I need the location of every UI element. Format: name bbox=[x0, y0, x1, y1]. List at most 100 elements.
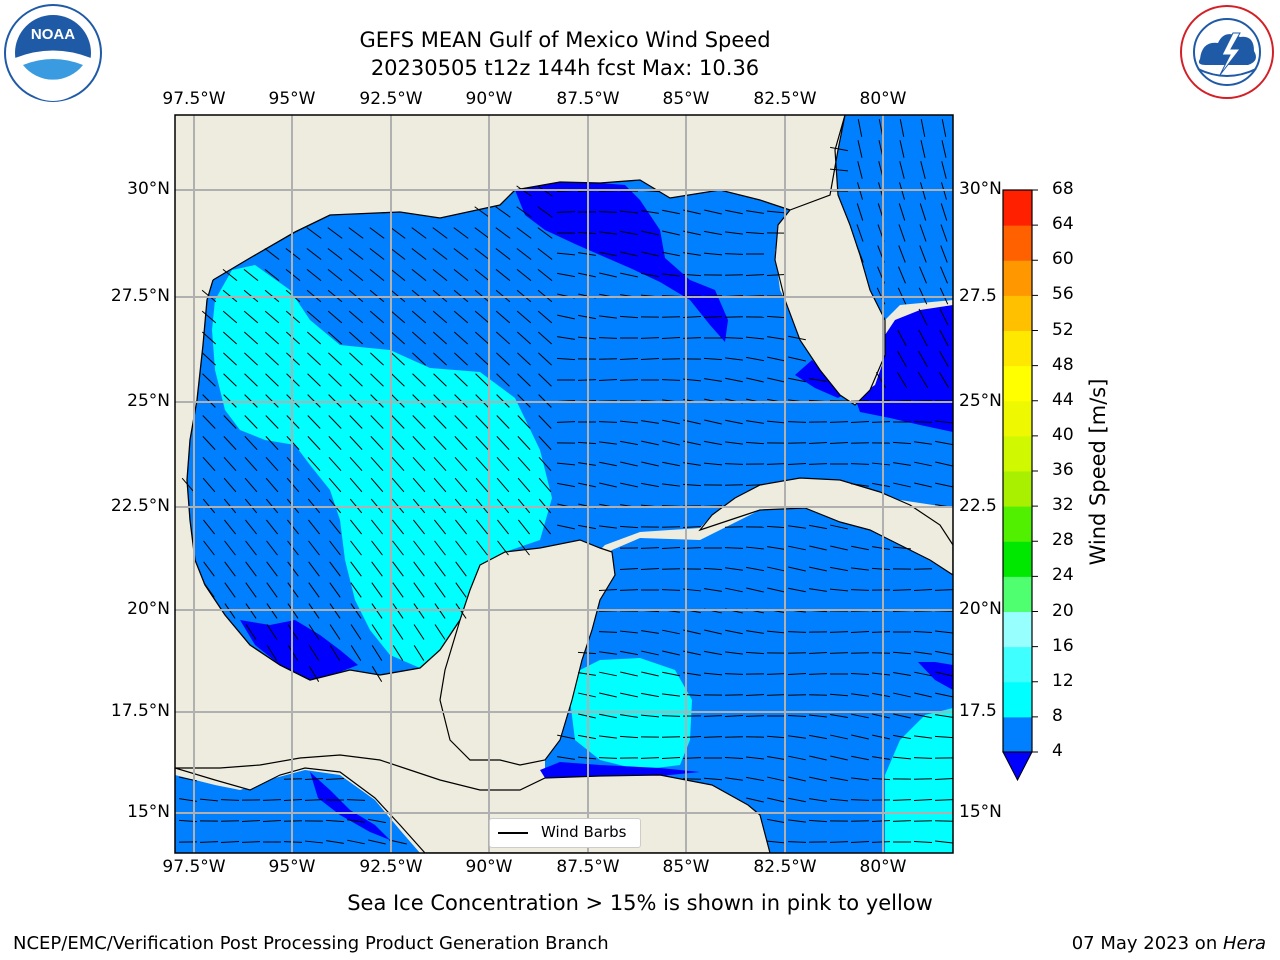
wind-barb bbox=[871, 462, 891, 466]
wind-barb bbox=[829, 798, 849, 802]
wind-barb bbox=[199, 798, 219, 802]
wind-barb bbox=[243, 331, 259, 345]
coastline bbox=[186, 279, 461, 681]
wind-barb bbox=[809, 378, 827, 382]
colorbar-segment bbox=[1003, 611, 1032, 648]
wind-barb bbox=[767, 587, 785, 593]
wind-barb bbox=[940, 266, 948, 284]
wind-barb bbox=[496, 456, 510, 472]
wind-barb bbox=[898, 224, 906, 242]
wind-barb bbox=[223, 373, 237, 387]
wind-barb bbox=[913, 757, 933, 759]
wind-barb bbox=[641, 692, 659, 698]
wind-barb bbox=[767, 356, 785, 362]
wind-barb bbox=[704, 650, 722, 656]
lon-label-bottom: 95°W bbox=[268, 857, 316, 877]
wind-barb bbox=[872, 734, 890, 740]
wind-barb bbox=[892, 799, 912, 801]
wind-barb bbox=[557, 272, 575, 278]
lon-label-bottom: 92.5°W bbox=[359, 857, 423, 877]
wind-barb bbox=[495, 310, 511, 324]
wind-barb bbox=[724, 673, 744, 675]
wind-barb bbox=[746, 356, 764, 362]
wind-barb bbox=[619, 358, 639, 360]
wind-barb bbox=[371, 624, 383, 640]
wind-barb bbox=[264, 310, 280, 324]
wind-barb bbox=[369, 227, 385, 239]
wind-barb bbox=[454, 373, 468, 387]
wind-barb bbox=[829, 652, 849, 654]
colorbar-tick-label: 8 bbox=[1052, 705, 1063, 726]
wind-barb bbox=[368, 839, 386, 845]
lat-label-left: 20°N bbox=[127, 599, 170, 619]
wind-barb bbox=[599, 692, 617, 698]
wind-barb bbox=[497, 540, 509, 556]
wind-barb bbox=[745, 441, 765, 445]
wind-barb bbox=[454, 352, 468, 366]
wind-barb bbox=[914, 713, 932, 719]
wind-barb bbox=[433, 436, 447, 450]
wind-barb bbox=[619, 420, 639, 424]
wind-barb bbox=[829, 168, 849, 172]
wind-barb bbox=[745, 756, 765, 760]
wind-barb bbox=[266, 624, 278, 640]
wind-barb bbox=[307, 477, 321, 493]
wind-barb bbox=[703, 357, 723, 361]
wind-barb bbox=[899, 140, 905, 158]
wind-barb bbox=[920, 119, 926, 137]
wind-barb bbox=[619, 735, 639, 739]
wind-barb bbox=[703, 715, 723, 717]
wind-barb bbox=[620, 692, 638, 698]
wind-barb bbox=[809, 588, 827, 592]
lat-label-right: 27.5 bbox=[959, 286, 997, 306]
wind-barb bbox=[370, 373, 384, 387]
wind-barb bbox=[892, 441, 912, 445]
wind-barb bbox=[517, 373, 531, 387]
wind-barb bbox=[496, 352, 510, 366]
wind-barb bbox=[411, 248, 427, 260]
wind-barb bbox=[641, 440, 659, 446]
svg-text:NOAA: NOAA bbox=[31, 26, 75, 43]
wind-barb bbox=[641, 630, 659, 634]
wind-barb bbox=[787, 715, 807, 717]
wind-barb bbox=[244, 519, 258, 535]
wind-barb bbox=[598, 631, 618, 633]
wind-barb bbox=[517, 519, 531, 535]
wind-barb bbox=[350, 582, 362, 598]
colorbar-under-extension bbox=[1002, 751, 1033, 782]
florida-land bbox=[774, 115, 886, 406]
wind-barb bbox=[893, 713, 911, 719]
wind-barb bbox=[745, 694, 765, 696]
wind-barb bbox=[599, 482, 617, 488]
wind-barb bbox=[620, 482, 638, 488]
wind-barb bbox=[935, 482, 953, 488]
wind-barb bbox=[703, 736, 723, 738]
wind-barb bbox=[787, 421, 807, 423]
colorbar bbox=[1002, 189, 1038, 782]
colorbar-segment bbox=[1003, 506, 1032, 542]
wind-barb bbox=[850, 841, 870, 843]
wind-barb bbox=[433, 477, 447, 493]
wind-barb bbox=[202, 352, 216, 366]
wind-barb bbox=[850, 589, 870, 591]
wind-barb bbox=[474, 310, 490, 324]
wind-barb bbox=[325, 778, 345, 780]
wind-barb bbox=[808, 819, 828, 823]
wind-barb bbox=[412, 436, 426, 450]
wind-barb bbox=[746, 797, 764, 803]
colorbar-segment bbox=[1003, 295, 1032, 331]
wind-barb bbox=[767, 377, 785, 383]
wind-barb bbox=[391, 373, 405, 387]
wind-barb bbox=[766, 420, 786, 424]
wind-barb bbox=[308, 561, 320, 577]
wind-barb bbox=[892, 546, 912, 550]
wind-barb bbox=[496, 519, 510, 535]
wind-barb bbox=[661, 757, 681, 759]
wind-barb bbox=[935, 650, 953, 656]
footer-host: Hera bbox=[1222, 933, 1266, 954]
wind-barb bbox=[934, 799, 953, 801]
colorbar-segment bbox=[1003, 681, 1032, 718]
wind-barb bbox=[704, 588, 722, 592]
wind-barb bbox=[413, 561, 425, 577]
wind-barb bbox=[599, 461, 617, 467]
